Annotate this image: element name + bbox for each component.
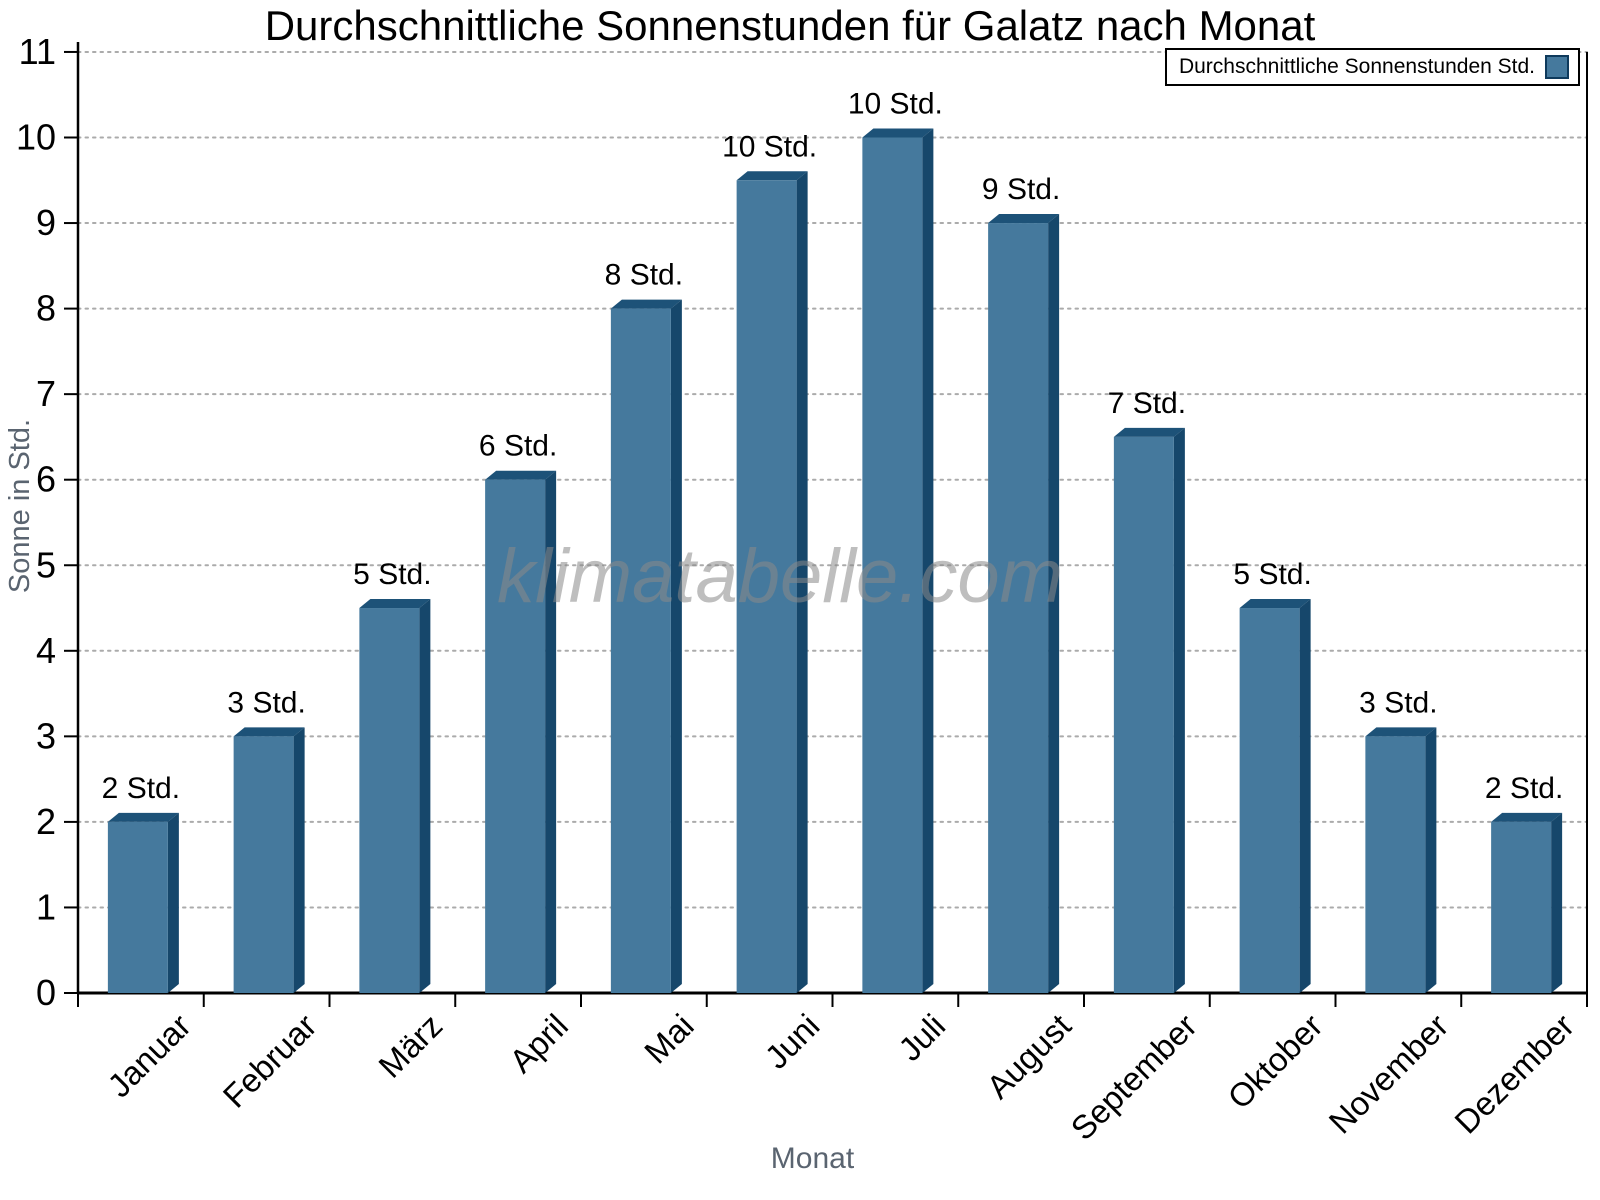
bar-top <box>233 727 305 737</box>
bar-top <box>485 470 557 480</box>
bar-side <box>1173 427 1185 993</box>
bar-side <box>1551 812 1563 993</box>
chart-title: Durchschnittliche Sonnenstunden für Gala… <box>264 2 1316 49</box>
bar-value-label: 8 Std. <box>605 259 683 292</box>
x-category-label: Februar <box>216 1007 324 1115</box>
bar-value-label: 7 Std. <box>1108 387 1186 420</box>
bar-top <box>736 171 808 181</box>
bar-side <box>1048 214 1060 994</box>
bar-top <box>1365 727 1437 737</box>
bar <box>862 137 923 993</box>
x-category-label: Dezember <box>1447 1007 1581 1141</box>
y-tick-label: 8 <box>36 288 56 329</box>
x-category-label: Juli <box>891 1007 952 1068</box>
bar <box>1365 736 1426 993</box>
bar-value-label: 2 Std. <box>1485 772 1563 805</box>
x-category-label: Oktober <box>1220 1007 1329 1116</box>
bar <box>359 608 420 993</box>
bar-value-label: 2 Std. <box>102 772 180 805</box>
bar <box>1491 821 1552 993</box>
bar-side <box>922 128 934 993</box>
x-category-label: Januar <box>100 1007 198 1105</box>
bar-side <box>167 812 179 993</box>
bar-value-label: 10 Std. <box>848 88 943 121</box>
bar-top <box>359 599 431 609</box>
bar-value-label: 3 Std. <box>1359 686 1437 719</box>
bar-top <box>1239 599 1311 609</box>
y-tick-label: 10 <box>16 117 56 158</box>
bar-side <box>796 171 808 993</box>
bar-side <box>545 470 557 993</box>
y-tick-label: 3 <box>36 715 56 756</box>
x-category-label: November <box>1322 1007 1456 1141</box>
bar-top <box>610 299 682 309</box>
bar <box>485 479 546 993</box>
x-category-label: August <box>979 1007 1078 1106</box>
x-category-label: Mai <box>637 1007 701 1071</box>
bar-side <box>1299 599 1311 993</box>
x-axis-title: Monat <box>770 1142 855 1175</box>
y-tick-label: 6 <box>36 459 56 500</box>
bar <box>107 821 168 993</box>
bar <box>1239 608 1300 993</box>
x-category-label: April <box>502 1007 575 1080</box>
bar-top <box>1113 427 1185 437</box>
bar-value-label: 3 Std. <box>227 686 305 719</box>
x-category-label: Juni <box>758 1007 827 1076</box>
bar <box>1113 436 1174 993</box>
bar-value-label: 5 Std. <box>353 558 431 591</box>
bar-top <box>1491 812 1563 822</box>
x-category-label: September <box>1064 1007 1204 1147</box>
y-tick-label: 0 <box>36 972 56 1013</box>
legend-label: Durchschnittliche Sonnenstunden Std. <box>1178 55 1535 78</box>
y-tick-label: 11 <box>19 31 56 72</box>
bar-side <box>1425 727 1437 993</box>
bar <box>610 308 671 994</box>
bar-value-label: 6 Std. <box>479 430 557 463</box>
y-tick-label: 2 <box>36 801 56 842</box>
bar-top <box>988 214 1060 224</box>
bar-value-label: 5 Std. <box>1233 558 1311 591</box>
bar-top <box>862 128 934 138</box>
x-category-label: März <box>371 1007 449 1085</box>
y-tick-label: 1 <box>36 886 56 927</box>
bar <box>988 223 1049 994</box>
y-tick-label: 5 <box>36 544 56 585</box>
bar-side <box>293 727 305 993</box>
bar <box>736 180 797 993</box>
bar <box>233 736 294 993</box>
bar-top <box>107 812 179 822</box>
legend-swatch <box>1545 55 1569 79</box>
bar-value-label: 9 Std. <box>982 173 1060 206</box>
legend: Durchschnittliche Sonnenstunden Std. <box>1164 48 1580 86</box>
bar-value-label: 10 Std. <box>722 130 817 163</box>
y-tick-label: 9 <box>36 202 56 243</box>
y-tick-label: 7 <box>36 373 56 414</box>
bar-side <box>670 299 682 994</box>
y-tick-label: 4 <box>36 630 56 671</box>
bar-side <box>419 599 431 993</box>
